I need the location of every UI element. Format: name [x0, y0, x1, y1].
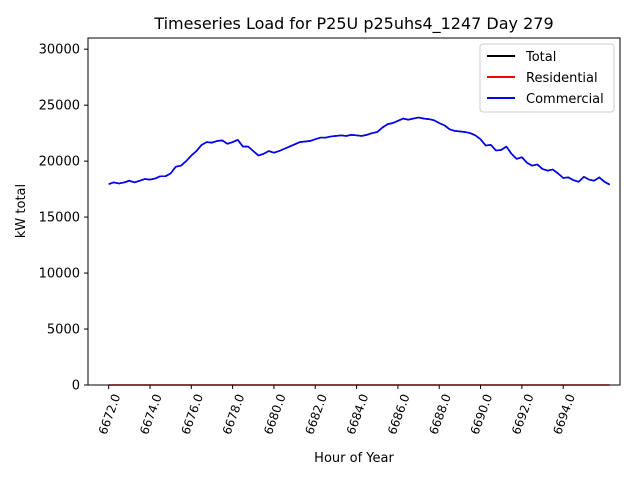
- legend-label-total: Total: [525, 50, 556, 65]
- legend-box: [479, 43, 615, 113]
- y-axis: 0 5000 10000 15000 20000 25000 30000: [39, 43, 88, 394]
- y-tick-label: 0: [72, 379, 80, 394]
- axes-frame: [87, 37, 621, 386]
- legend: Total Residential Commercial: [479, 43, 615, 113]
- y-tick-label: 25000: [39, 99, 80, 114]
- y-axis-label: kW total: [14, 184, 29, 238]
- chart-title: Timeseries Load for P25U p25uhs4_1247 Da…: [153, 14, 553, 34]
- x-axis-label: Hour of Year: [314, 451, 394, 466]
- series-line-commercial: [108, 116, 611, 186]
- y-tick-label: 15000: [39, 211, 80, 226]
- y-tick-label: 30000: [39, 43, 80, 58]
- y-tick-label: 10000: [39, 267, 80, 282]
- y-tick-label: 20000: [39, 155, 80, 170]
- legend-label-residential: Residential: [526, 71, 598, 86]
- y-tick-label: 5000: [47, 323, 80, 338]
- legend-label-commercial: Commercial: [526, 92, 604, 107]
